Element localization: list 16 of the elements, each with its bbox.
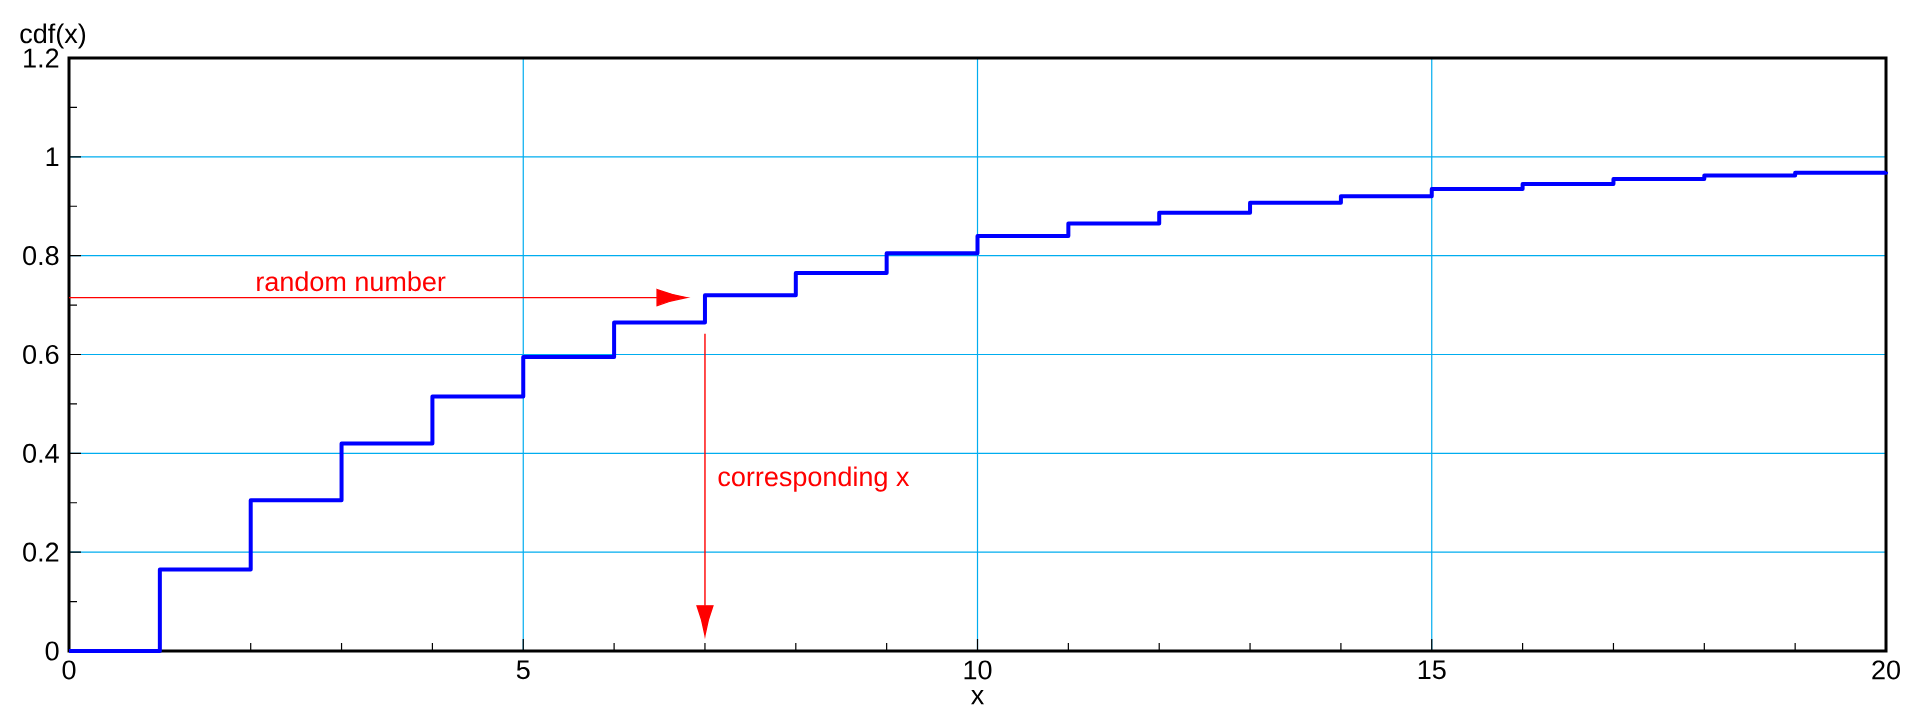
y-tick-label: 0.6 (23, 344, 59, 365)
x-tick-label: 5 (516, 660, 530, 680)
x-tick-label: 20 (1872, 660, 1900, 680)
y-tick-label: 0.4 (23, 443, 59, 463)
x-tick-label: 15 (1418, 660, 1446, 680)
annotation: random number (257, 271, 446, 292)
y-tick-label: 1.2 (24, 48, 59, 68)
y-tick-label: 0.2 (23, 542, 59, 562)
x-tick-label: 0 (62, 660, 76, 680)
x-axis-title: x (971, 689, 984, 705)
y-tick-label: 0 (45, 641, 59, 661)
y-tick-label: 0.8 (23, 246, 59, 266)
y-axis-title: cdf(x) (20, 23, 86, 49)
annotation: corresponding x (718, 466, 910, 492)
x-tick-label: 10 (964, 660, 992, 680)
y-tick-label: 1 (46, 147, 59, 167)
